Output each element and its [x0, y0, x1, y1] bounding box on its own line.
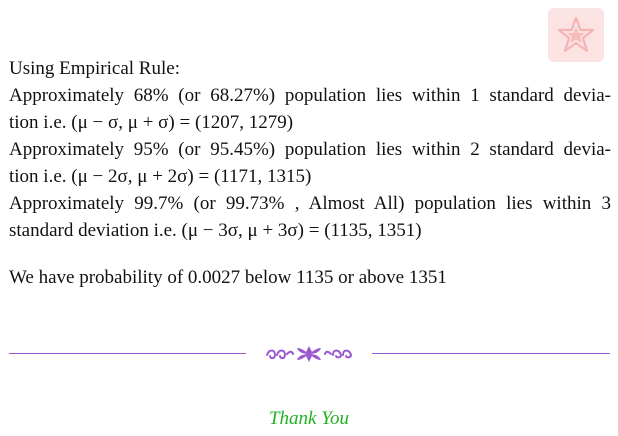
floral-ornament-icon	[266, 346, 353, 362]
divider-rule-left	[9, 353, 246, 354]
watermark-logo-icon	[548, 8, 604, 62]
heading: Using Empirical Rule:	[9, 58, 180, 79]
para1-interval: (μ − σ, μ + σ) = (1207, 1279)	[71, 112, 294, 133]
para3-interval: (μ − 3σ, μ + 3σ) = (1135, 1351)	[181, 220, 422, 241]
para1-line1: Approximately 68% (or 68.27%) population…	[9, 85, 611, 106]
divider-rule-right	[372, 353, 610, 354]
para3-line2: standard deviation i.e. (μ − 3σ, μ + 3σ)…	[9, 217, 611, 244]
section-divider	[9, 344, 610, 364]
conclusion: We have probability of 0.0027 below 1135…	[9, 267, 447, 288]
para3-line2-text: standard deviation i.e.	[9, 220, 182, 241]
para2-interval: (μ − 2σ, μ + 2σ) = (1171, 1315)	[71, 166, 312, 187]
para2-line2-text: tion i.e.	[9, 166, 72, 187]
thank-you-note: Thank You	[268, 408, 350, 429]
para3-line1: Approximately 99.7% (or 99.73% , Almost …	[9, 193, 611, 214]
spacer	[9, 244, 611, 264]
star-logo-icon	[557, 16, 595, 53]
para2-line2: tion i.e. (μ − 2σ, μ + 2σ) = (1171, 1315…	[9, 163, 611, 190]
para1-line2: tion i.e. (μ − σ, μ + σ) = (1207, 1279)	[9, 109, 611, 136]
para2-line1: Approximately 95% (or 95.45%) population…	[9, 139, 611, 160]
para1-line2-text: tion i.e.	[9, 112, 72, 133]
solution-text: Using Empirical Rule: Approximately 68% …	[9, 55, 611, 291]
